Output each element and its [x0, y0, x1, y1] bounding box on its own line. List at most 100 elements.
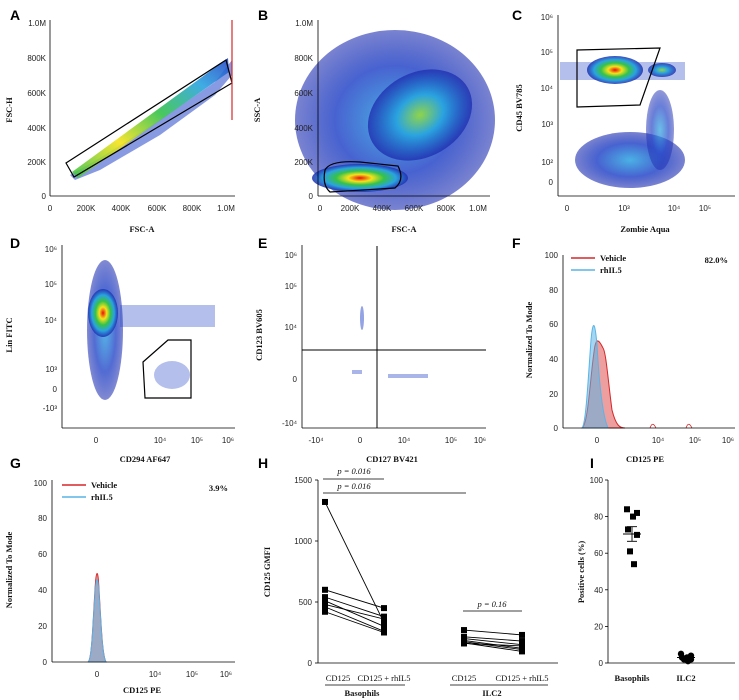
- x-ticks-g: 0 10⁴ 10⁵ 10⁶: [95, 670, 232, 679]
- y-tick-e-1: 0: [293, 375, 298, 384]
- y-tick-i-0: 0: [599, 659, 604, 668]
- panel-label-i: I: [590, 455, 594, 471]
- histogram-rhil5-g: [87, 579, 107, 663]
- x-label-f: CD125 PE: [626, 454, 664, 464]
- x-tick-e-0: -10⁴: [309, 436, 325, 445]
- legend-label-rhil5-g: rhIL5: [91, 492, 113, 502]
- panel-f: F 0 20 40 60 80 100 0 10⁴ 10⁵ 10⁶ Vehicl…: [512, 235, 735, 464]
- x-tick-f-2: 10⁵: [689, 436, 701, 445]
- y-tick-b-2: 400K: [294, 124, 313, 133]
- point-basophils-cd125-6: [322, 608, 328, 615]
- histogram-tail-f: [649, 423, 693, 429]
- y-tick-g-1: 20: [38, 622, 47, 631]
- y-tick-g-3: 60: [38, 550, 47, 559]
- y-label-d: Lin FITC: [4, 317, 14, 352]
- scatter-events-e: [352, 306, 428, 378]
- y-tick-e-3: 10⁵: [285, 282, 297, 291]
- y-tick-c-0: 0: [549, 178, 554, 187]
- sig-bracket-h-3: p = 0.16: [463, 599, 522, 612]
- panel-label-a: A: [10, 7, 20, 23]
- legend-label-vehicle-f: Vehicle: [600, 253, 626, 263]
- x-label-e: CD127 BV421: [366, 454, 418, 464]
- panel-label-b: B: [258, 7, 268, 23]
- panel-g: G 0 20 40 60 80 100 0 10⁴ 10⁵ 10⁶ Vehicl…: [4, 455, 235, 695]
- x-tick-a-0: 0: [48, 204, 53, 213]
- panel-label-c: C: [512, 7, 522, 23]
- y-tick-e-0: -10⁴: [282, 419, 298, 428]
- scatter-band-d: [120, 305, 215, 327]
- x-ticks-e: -10⁴ 0 10⁴ 10⁵ 10⁶: [309, 436, 487, 445]
- point-basophils-cd125-2: [322, 594, 328, 601]
- y-label-g: Normalized To Mode: [4, 532, 14, 609]
- legend-g: Vehicle rhIL5: [62, 480, 117, 502]
- x-tick-g-0: 0: [95, 670, 100, 679]
- scatter-density-a: [72, 58, 229, 178]
- pair-line-ilc2-2: [463, 638, 523, 646]
- x-tick-d-3: 10⁶: [222, 436, 234, 445]
- y-tick-a-5: 1.0M: [28, 19, 46, 28]
- y-tick-b-4: 800K: [294, 54, 313, 63]
- x-tick-c-3: 10⁵: [699, 204, 711, 213]
- pair-line-basophils-6: [324, 611, 385, 633]
- y-tick-g-4: 80: [38, 514, 47, 523]
- y-tick-b-0: 0: [309, 192, 314, 201]
- point-basophils-rhil5-1: [381, 605, 387, 612]
- panel-c: C 0 10³ 10⁴ 10⁵ 0 10² 10³ 10⁴ 10⁵ 10⁶ Zo…: [512, 7, 735, 234]
- point-basophils-cd125-0: [322, 498, 328, 505]
- legend-label-vehicle-g: Vehicle: [91, 480, 117, 490]
- x-tick-c-2: 10⁴: [668, 204, 681, 213]
- panel-label-g: G: [10, 455, 21, 471]
- y-label-i: Positive cells (%): [576, 541, 586, 603]
- y-tick-d-1: 0: [53, 385, 58, 394]
- y-label-a: FSC-H: [4, 97, 14, 123]
- x-tick-b-0: 0: [318, 204, 323, 213]
- x-tick-a-5: 1.0M: [217, 204, 235, 213]
- y-tick-i-3: 60: [594, 549, 603, 558]
- y-tick-a-3: 600K: [27, 89, 46, 98]
- x-tick-b-4: 800K: [437, 204, 456, 213]
- pair-line-ilc2-1: [463, 636, 523, 642]
- point-basophils-3: [625, 526, 631, 533]
- scatter-cloud-d-2: [154, 361, 190, 389]
- y-tick-e-2: 10⁴: [285, 323, 298, 332]
- y-tick-g-5: 100: [34, 479, 48, 488]
- point-ilc2-rhil5-1: [519, 638, 525, 645]
- y-tick-f-5: 100: [545, 251, 559, 260]
- panel-label-d: D: [10, 235, 20, 251]
- panel-label-e: E: [258, 235, 267, 251]
- point-basophils-rhil5-3: [381, 623, 387, 630]
- scatter-density-d: [88, 289, 118, 337]
- point-basophils-5: [627, 548, 633, 555]
- x-tick-a-4: 800K: [183, 204, 202, 213]
- x-tick-a-1: 200K: [77, 204, 96, 213]
- x-label-b: FSC-A: [391, 224, 417, 234]
- y-tick-d-4: 10⁵: [45, 280, 57, 289]
- y-tick-f-4: 80: [549, 286, 558, 295]
- y-tick-d-0: -10³: [43, 404, 58, 413]
- x-tick-g-3: 10⁶: [220, 670, 232, 679]
- points-i: [623, 506, 695, 665]
- scatter-density-b-2: [312, 164, 408, 192]
- x-ticks-a: 0 200K 400K 600K 800K 1.0M: [48, 204, 235, 213]
- gate-c: [576, 47, 661, 108]
- p-value-h-1: p = 0.016: [336, 466, 371, 476]
- x-tick-f-0: 0: [595, 436, 600, 445]
- pair-line-ilc2-4: [463, 641, 523, 651]
- x-cat-h-1: CD125 + rhIL5: [358, 673, 411, 683]
- group-label-ilc2: ILC2: [482, 688, 501, 698]
- y-tick-c-4: 10⁵: [541, 48, 553, 57]
- point-basophils-rhil5-4: [381, 616, 387, 623]
- y-tick-g-2: 40: [38, 586, 47, 595]
- y-tick-f-1: 20: [549, 390, 558, 399]
- pair-line-basophils-5: [324, 606, 385, 632]
- y-tick-a-4: 800K: [27, 54, 46, 63]
- x-cat-i-1: ILC2: [676, 673, 695, 683]
- gate-b: [323, 161, 402, 193]
- y-tick-a-2: 400K: [27, 124, 46, 133]
- y-tick-b-5: 1.0M: [295, 19, 313, 28]
- x-cat-i-0: Basophils: [615, 673, 651, 683]
- y-label-h: CD125 GMFI: [262, 546, 272, 597]
- scatter-density-c-2: [648, 63, 676, 77]
- y-tick-a-1: 200K: [27, 158, 46, 167]
